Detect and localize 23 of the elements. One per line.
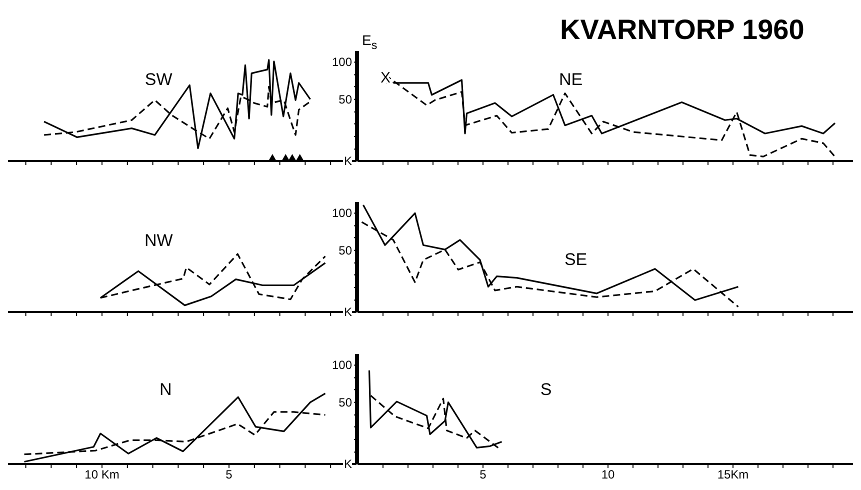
annotation: SW: [144, 70, 174, 90]
x-tick-label: 15Km: [717, 468, 749, 482]
y-tick-label: 50: [338, 243, 352, 258]
annotation: SE: [563, 250, 588, 270]
annotation: NW: [143, 230, 174, 250]
x-tick-label: 5: [480, 468, 487, 482]
y-tick-label: K: [344, 457, 352, 471]
y-tick-label: 50: [338, 92, 352, 106]
annotation: N: [158, 380, 173, 400]
annotation: NE: [558, 70, 584, 90]
y-tick-label: K: [344, 305, 352, 319]
y-tick-label: 50: [338, 395, 352, 410]
y-tick-label: K: [344, 154, 352, 168]
line-series: [368, 370, 503, 448]
chart-title: KVARNTORP 1960: [560, 14, 804, 46]
y-tick-label: 100: [332, 206, 352, 220]
x-tick-label: 5: [226, 468, 233, 482]
y-tick-label: 100: [332, 55, 352, 70]
y-axis-title: E$_{s}$: [362, 31, 378, 54]
x-tick-label: 10 Km: [84, 468, 120, 482]
x-tick-label: 10: [601, 468, 615, 482]
annotation: S: [539, 380, 553, 400]
y-tick-label: 100: [332, 358, 352, 372]
